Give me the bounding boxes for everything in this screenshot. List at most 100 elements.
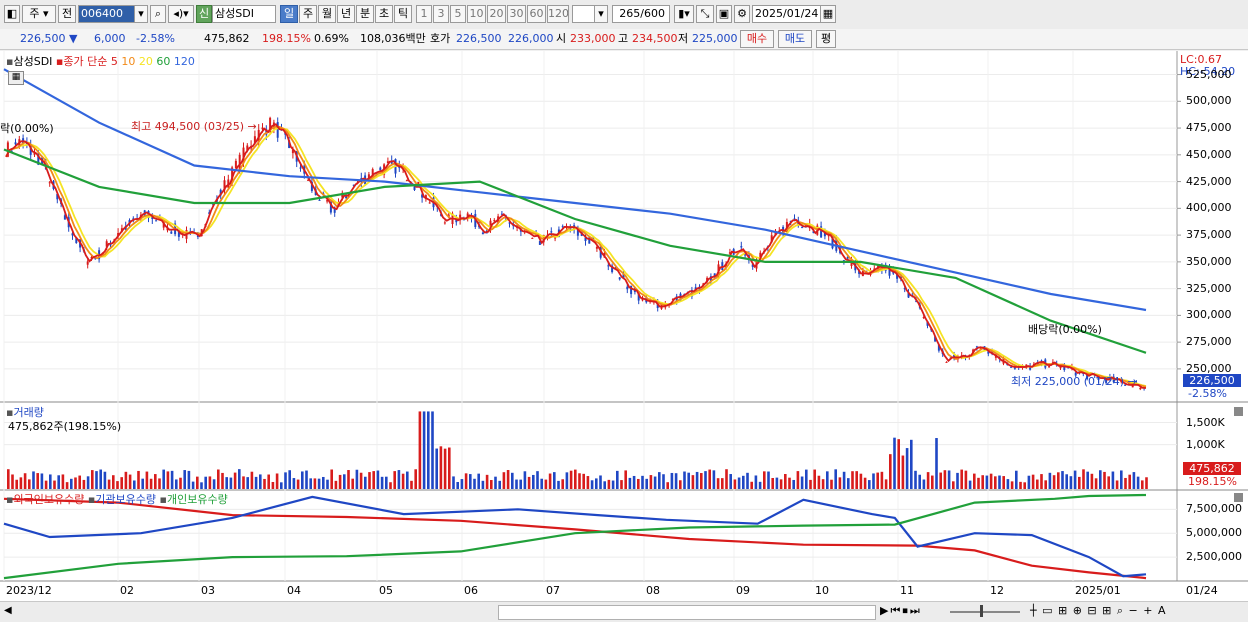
draw-tool-icon[interactable]: ⤡ xyxy=(696,5,714,23)
count-field[interactable]: 265/600 xyxy=(612,5,670,23)
gear-icon[interactable]: ⚙ xyxy=(734,5,750,23)
candle-body xyxy=(1029,365,1032,370)
candle-body xyxy=(500,213,503,215)
stock-name-field[interactable]: 삼성SDI xyxy=(212,5,276,23)
volume-bar xyxy=(36,473,39,489)
scroll-thumb[interactable] xyxy=(498,605,876,620)
nav-controls-icon[interactable]: ▶⏮⏹⏭ xyxy=(880,604,922,617)
sell-button[interactable]: 매도 xyxy=(778,30,812,48)
minute-tab-60[interactable]: 60 xyxy=(527,5,546,23)
scroll-left-icon[interactable]: ◀ xyxy=(4,605,12,616)
volume-bar xyxy=(225,477,228,489)
volume-bar xyxy=(910,439,913,489)
candle-body xyxy=(937,344,940,351)
period-tab-3[interactable]: 년 xyxy=(337,5,355,23)
volume-bar xyxy=(637,478,640,489)
candle-body xyxy=(291,149,294,154)
volume-bar xyxy=(116,481,119,489)
period-tab-5[interactable]: 초 xyxy=(375,5,393,23)
candle-body xyxy=(386,161,389,164)
candle-body xyxy=(56,193,59,200)
info-bar: 226,500 ▼ 6,000 -2.58% 475,862 198.15% 0… xyxy=(0,29,1248,50)
volume-bar xyxy=(128,474,132,489)
candle-body xyxy=(531,237,534,239)
volume-bar xyxy=(519,479,522,489)
volume-bar xyxy=(317,478,321,489)
minute-tab-1[interactable]: 1 xyxy=(416,5,432,23)
market-button[interactable]: 전 xyxy=(58,5,76,23)
sound-icon[interactable]: ◂)▾ xyxy=(168,5,194,23)
period-tab-4[interactable]: 분 xyxy=(356,5,374,23)
window-icon[interactable]: ◧ xyxy=(4,5,20,23)
volume-bar xyxy=(708,469,711,489)
volume-bar xyxy=(683,471,686,489)
period-tab-0[interactable]: 일 xyxy=(280,5,298,23)
volume-bar xyxy=(1052,475,1056,489)
ma-legend-5: 5 xyxy=(110,55,122,68)
volume-bar xyxy=(322,476,325,489)
volume-bar xyxy=(427,411,430,489)
type-select[interactable]: 주 ▾ xyxy=(22,5,56,23)
calendar-icon[interactable]: ▦ xyxy=(820,5,836,23)
ma-legend-120: 120 xyxy=(173,55,195,68)
chart-svg[interactable] xyxy=(0,51,1248,601)
volume-close-icon[interactable] xyxy=(1234,407,1243,416)
x-axis-label: 02 xyxy=(120,584,134,597)
quote-label: 호가 xyxy=(430,32,451,45)
candle-body xyxy=(584,237,587,241)
volume-bar xyxy=(170,470,174,489)
volume-bar xyxy=(7,469,10,489)
volume-bar xyxy=(141,478,144,489)
minute-tab-120[interactable]: 120 xyxy=(547,5,569,23)
minute-tab-3[interactable]: 3 xyxy=(433,5,449,23)
volume-bar xyxy=(183,470,186,489)
minute-tab-10[interactable]: 10 xyxy=(467,5,486,23)
last-price-badge: 226,500 xyxy=(1183,374,1241,387)
candle-type-icon[interactable]: ▮▾ xyxy=(674,5,694,23)
date-field[interactable]: 2025/01/24 xyxy=(752,5,822,23)
volume-bar xyxy=(1023,482,1026,489)
price-tick-label: 475,000 xyxy=(1186,121,1232,135)
volume-bar xyxy=(406,471,409,489)
amount: 108,036백만 xyxy=(360,32,426,45)
volume-bar xyxy=(905,448,909,489)
holdings-close-icon[interactable] xyxy=(1234,493,1243,502)
volume-bar xyxy=(435,448,438,489)
minute-tab-20[interactable]: 20 xyxy=(487,5,506,23)
holdings-individual-line xyxy=(3,493,1147,580)
tool-icons[interactable]: ┼ ▭ ⊞ ⊕ ⊟ ⊞ ⌕ − + A xyxy=(1030,604,1167,617)
volume-bar xyxy=(296,479,300,489)
zoom-slider[interactable] xyxy=(950,604,1020,618)
candle-body xyxy=(770,235,773,243)
volume-bar xyxy=(960,469,963,489)
volume-bar xyxy=(1136,476,1140,489)
volume-bar xyxy=(964,470,968,489)
candle-body xyxy=(329,201,332,213)
minute-dropdown-icon[interactable]: ▾ xyxy=(594,5,608,23)
x-axis-label: 12 xyxy=(990,584,1004,597)
code-input[interactable]: 006400 xyxy=(78,5,136,23)
minute-tab-5[interactable]: 5 xyxy=(450,5,466,23)
period-tab-1[interactable]: 주 xyxy=(299,5,317,23)
candle-body xyxy=(253,136,256,144)
period-tab-6[interactable]: 틱 xyxy=(394,5,412,23)
volume-bar xyxy=(838,477,842,489)
candle-body xyxy=(637,292,640,301)
volume-bar xyxy=(385,476,388,489)
buy-button[interactable]: 매수 xyxy=(740,30,774,48)
volume-value-label: 475,862주(198.15%) xyxy=(8,420,122,433)
candle-body xyxy=(1051,361,1054,363)
minute-tab-30[interactable]: 30 xyxy=(507,5,526,23)
scroll-bar[interactable]: ◀ ▶⏮⏹⏭ ┼ ▭ ⊞ ⊕ ⊟ ⊞ ⌕ − + A xyxy=(0,601,1248,622)
volume-bar xyxy=(603,481,606,489)
save-icon[interactable]: ▣ xyxy=(716,5,732,23)
volume-bar xyxy=(217,469,220,489)
candle-body xyxy=(493,220,496,222)
average-button[interactable]: 평 xyxy=(816,30,836,48)
period-tab-2[interactable]: 월 xyxy=(318,5,336,23)
code-dropdown-icon[interactable]: ▾ xyxy=(134,5,148,23)
ma-legend: 5 10 20 60 120 xyxy=(111,55,195,68)
search-icon[interactable]: ⌕ xyxy=(150,5,166,23)
candle-body xyxy=(1059,366,1062,369)
grid-toggle-icon[interactable]: ▦ xyxy=(8,71,24,85)
